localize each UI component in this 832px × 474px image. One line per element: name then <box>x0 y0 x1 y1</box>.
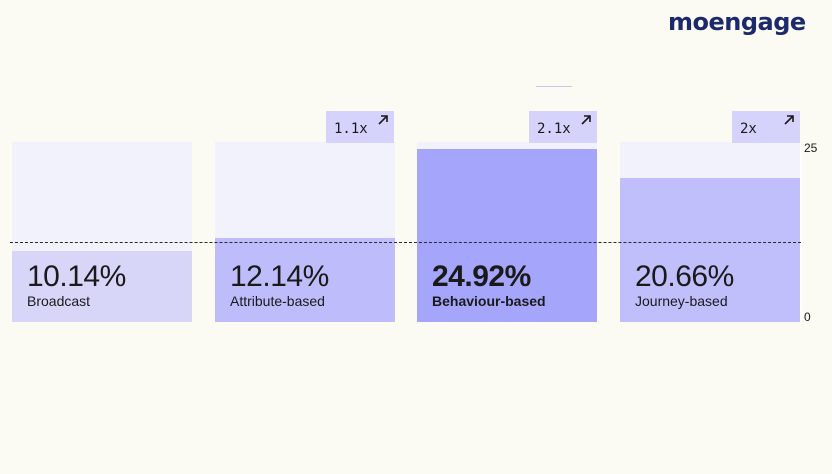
decorative-dash <box>536 86 572 87</box>
bar-broadcast <box>12 251 192 322</box>
multiplier-badge-journey-based: 2x <box>732 111 800 143</box>
category-label-attribute-based: Attribute-based <box>230 293 325 309</box>
baseline-reference-line <box>10 242 801 243</box>
y-tick-max: 25 <box>804 141 818 155</box>
multiplier-text-journey-based: 2x <box>740 121 757 137</box>
value-label-attribute-based: 12.14% <box>230 260 329 293</box>
category-label-broadcast: Broadcast <box>27 293 91 309</box>
bar-attribute-based <box>215 237 395 322</box>
category-label-journey-based: Journey-based <box>635 293 728 309</box>
multiplier-text-behaviour-based: 2.1x <box>537 121 571 137</box>
bar-behaviour-based <box>417 148 597 322</box>
y-axis-line <box>800 148 802 322</box>
arrow-up-right-icon <box>378 115 388 125</box>
value-label-journey-based: 20.66% <box>635 260 734 293</box>
value-label-behaviour-based: 24.92% <box>432 260 531 293</box>
multiplier-text-attribute-based: 1.1x <box>334 121 368 137</box>
value-label-broadcast: 10.14% <box>27 260 126 293</box>
multiplier-badge-attribute-based: 1.1x <box>326 111 394 143</box>
category-label-behaviour-based: Behaviour-based <box>432 293 546 309</box>
arrow-up-right-icon <box>784 115 794 125</box>
moengage-logo: moengage <box>668 8 806 36</box>
multiplier-badge-behaviour-based: 2.1x <box>529 111 597 143</box>
arrow-up-right-icon <box>581 115 591 125</box>
y-tick-zero: 0 <box>804 310 811 324</box>
bar-journey-based <box>620 178 800 322</box>
